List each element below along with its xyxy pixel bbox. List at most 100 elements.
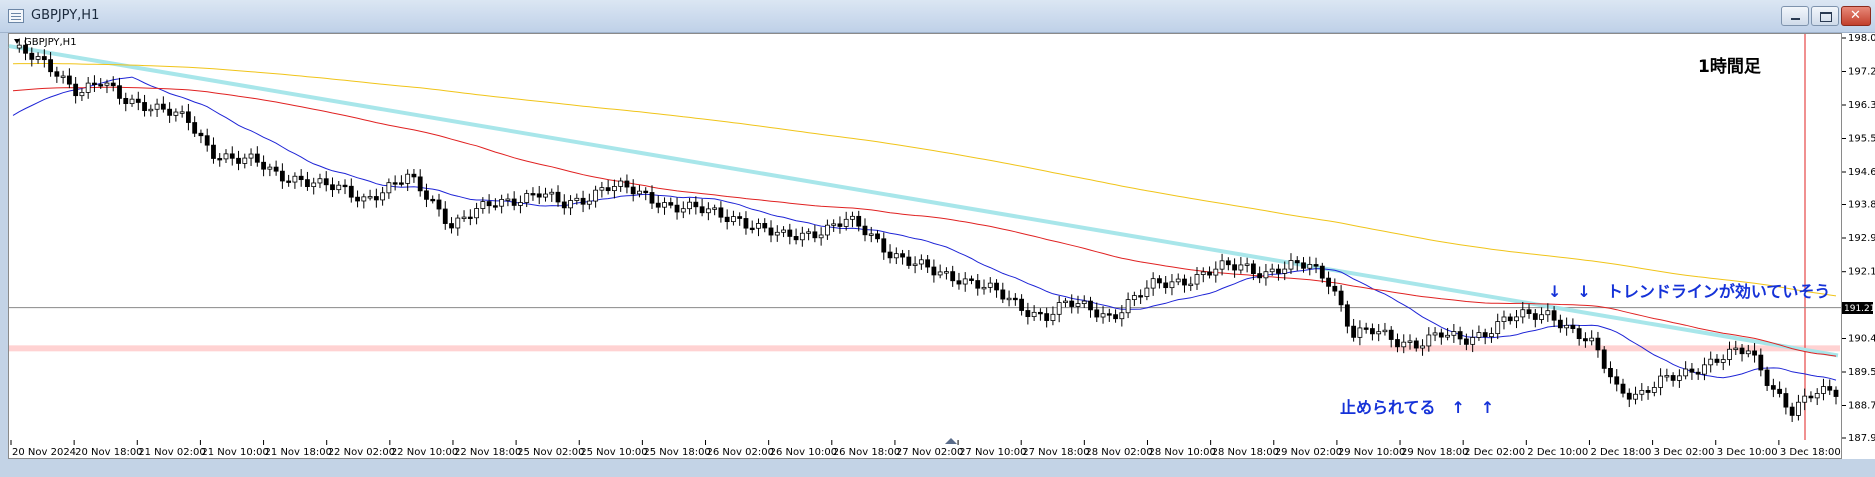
candle-body (480, 201, 486, 209)
candle-body (305, 179, 310, 188)
candle-body (1175, 278, 1181, 283)
candle-body (430, 198, 436, 202)
candle-body (1608, 368, 1613, 378)
candle-body (737, 216, 743, 219)
candle-body (1263, 271, 1269, 279)
candle-body (85, 82, 91, 93)
price-tick-label: 190.430 (1848, 333, 1875, 344)
candle-body (1551, 310, 1557, 321)
candle-body (355, 196, 360, 202)
candle-body (944, 271, 949, 274)
trendline[interactable] (8, 44, 1839, 358)
candle-body (743, 218, 749, 229)
candle-body (530, 193, 536, 196)
candle-body (1157, 278, 1162, 284)
candle-body (41, 56, 47, 61)
candle-body (806, 231, 812, 234)
candle-body (1219, 260, 1225, 270)
candle-body (618, 180, 624, 187)
candle-body (1207, 271, 1212, 276)
candle-body (154, 103, 160, 110)
candle-body (474, 208, 479, 219)
candle-body (637, 190, 642, 195)
chart-shift-triangle-icon[interactable] (945, 438, 957, 444)
candle-body (436, 199, 442, 210)
candle-body (1695, 371, 1701, 375)
candle-body (768, 227, 774, 236)
candle-body (1438, 332, 1444, 338)
symbol-label[interactable]: GBPJPY,H1 (14, 37, 77, 48)
candle-body (348, 185, 354, 198)
candle-body (442, 208, 448, 224)
candle-body (286, 180, 292, 183)
price-tick-label: 192.125 (1848, 267, 1875, 278)
window-titlebar[interactable]: GBPJPY,H1 (0, 0, 1875, 33)
candle-body (1639, 390, 1645, 395)
candle-body (129, 98, 135, 105)
candle-body (1489, 333, 1494, 338)
time-tick-label: 21 Nov 10:00 (201, 447, 268, 458)
chevron-down-icon[interactable] (14, 39, 20, 44)
minimize-button[interactable] (1781, 6, 1809, 26)
candle-body (875, 233, 880, 240)
candle-body (568, 200, 573, 209)
candle-body (330, 184, 335, 191)
candle-body (1739, 347, 1745, 355)
candle-body (956, 280, 962, 285)
candle-body (1131, 295, 1137, 301)
candle-body (411, 173, 417, 178)
candle-body (505, 198, 511, 201)
time-tick-label: 3 Dec 18:00 (1780, 447, 1841, 458)
candle-body (223, 153, 229, 160)
candle-body (1539, 314, 1544, 320)
candle-body (580, 197, 586, 205)
candle-body (160, 103, 166, 110)
candle-body (192, 122, 198, 134)
candle-body (687, 201, 692, 210)
candle-body (1319, 265, 1325, 279)
time-tick-label: 22 Nov 02:00 (328, 447, 395, 458)
candle-body (311, 182, 317, 188)
maximize-button[interactable] (1811, 6, 1839, 26)
candle-body (1401, 341, 1407, 348)
time-tick-label: 2 Dec 02:00 (1464, 447, 1525, 458)
candle-body (862, 225, 868, 236)
close-button[interactable] (1841, 6, 1871, 26)
candle-body (1395, 339, 1400, 348)
trendline-segment[interactable] (8, 44, 1839, 358)
candle-body (1470, 337, 1476, 345)
candle-body (1564, 324, 1570, 329)
time-tick-label: 29 Nov 18:00 (1401, 447, 1468, 458)
candle-body (593, 189, 599, 202)
candle-body (1000, 289, 1006, 300)
candle-body (1150, 278, 1156, 289)
support-band-rect (9, 345, 1840, 352)
candle-body (1144, 287, 1150, 297)
candle-body (317, 178, 323, 184)
candle-body (511, 198, 517, 206)
candle-body (449, 223, 454, 229)
time-tick-label: 21 Nov 02:00 (138, 447, 205, 458)
candle-body (1125, 299, 1131, 314)
candle-body (1307, 264, 1313, 269)
candle-body (392, 182, 398, 185)
candle-body (818, 234, 824, 239)
candle-body (1420, 345, 1425, 349)
time-tick-label: 28 Nov 10:00 (1148, 447, 1215, 458)
time-tick-label: 29 Nov 02:00 (1275, 447, 1342, 458)
candle-body (1670, 375, 1676, 381)
candle-body (167, 108, 173, 116)
candle-body (680, 208, 686, 213)
candle-body (1833, 389, 1839, 397)
time-tick-label: 22 Nov 10:00 (391, 447, 458, 458)
candle-body (1119, 312, 1125, 320)
candle-body (1501, 316, 1507, 322)
candle-body (850, 215, 855, 220)
candle-body (229, 153, 235, 159)
chart-canvas[interactable] (8, 33, 1842, 459)
candle-body (1708, 358, 1714, 366)
candle-body (524, 193, 530, 203)
candle-body (367, 196, 373, 199)
candle-body (79, 92, 85, 97)
